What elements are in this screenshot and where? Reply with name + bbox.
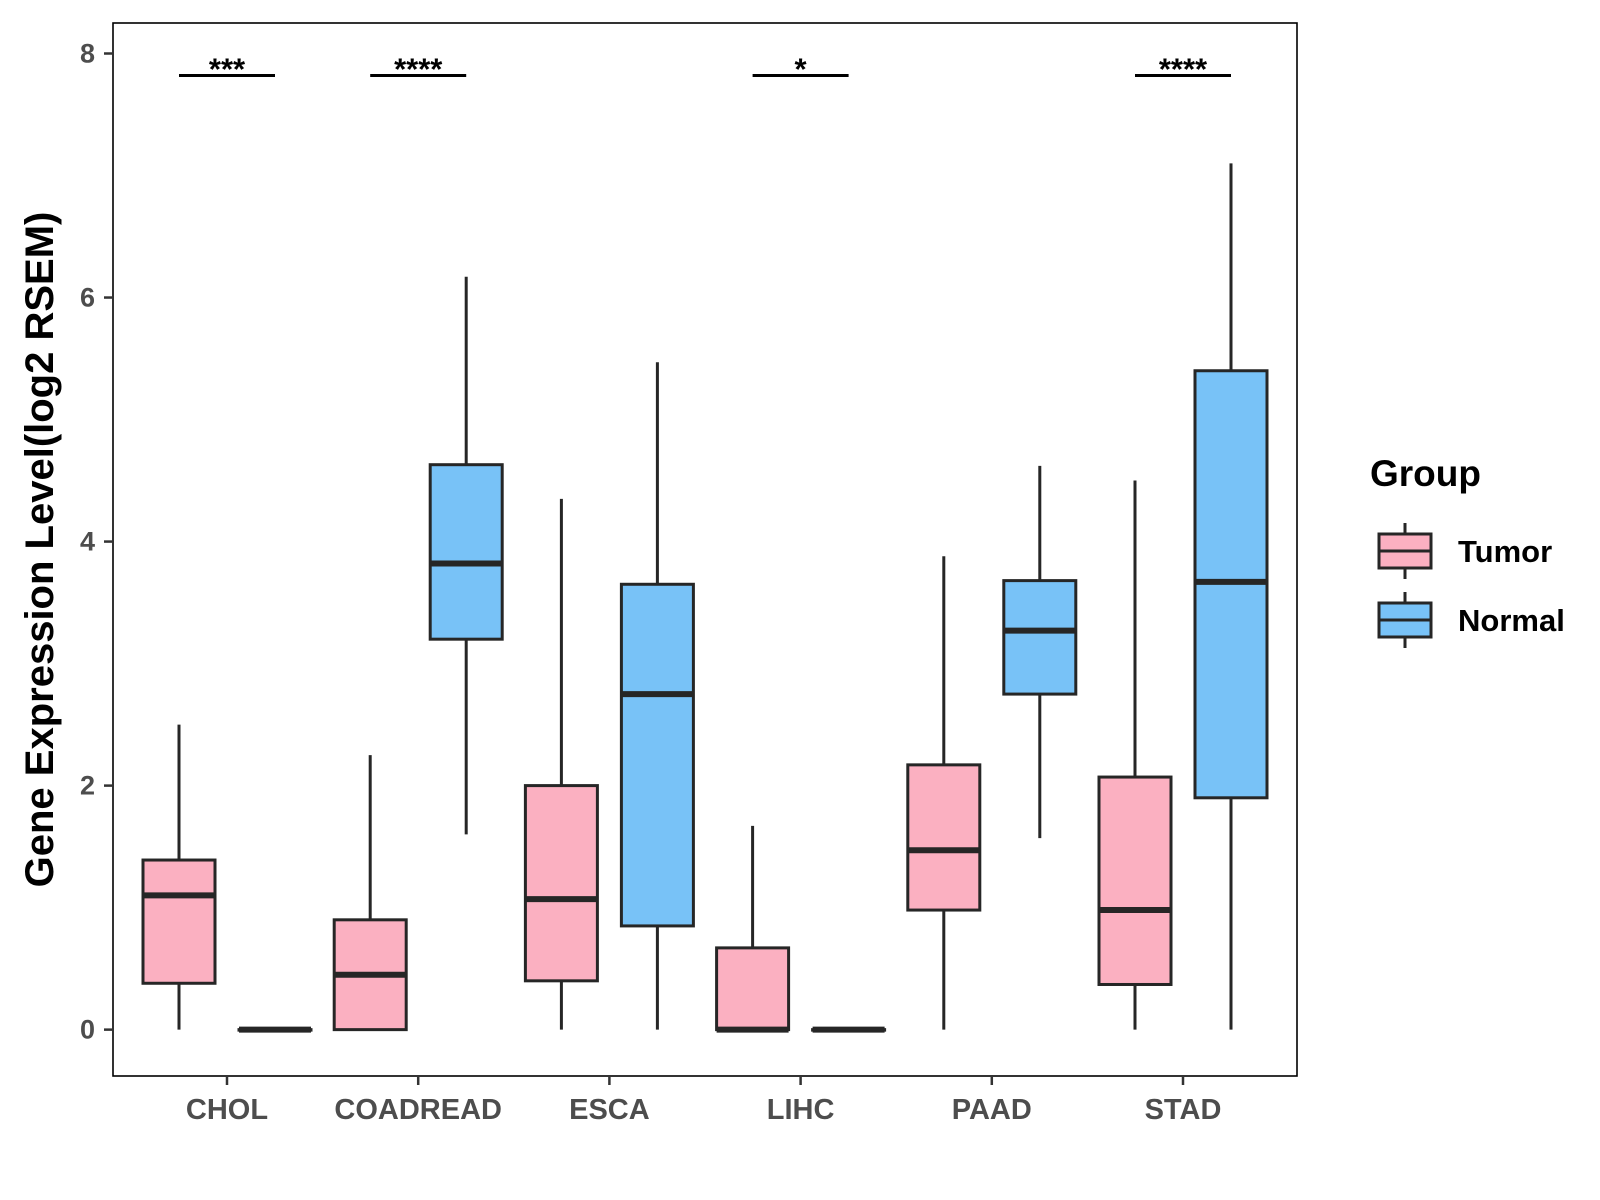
box-iqr (715, 946, 791, 1032)
significance-label: *** (209, 51, 246, 86)
legend-item-normal: Normal (1377, 592, 1565, 648)
box-normal-esca (619, 362, 695, 1030)
y-tick-label: 6 (80, 283, 95, 313)
significance-coadread: **** (370, 51, 467, 86)
y-tick-label: 0 (80, 1015, 95, 1045)
box-iqr (428, 463, 504, 641)
legend-item-tumor: Tumor (1377, 523, 1552, 579)
box-normal-stad (1193, 163, 1269, 1030)
significance-label: **** (394, 51, 443, 86)
x-tick-label-stad: STAD (1145, 1094, 1222, 1126)
box-normal-chol (237, 1026, 313, 1033)
box-iqr (1097, 775, 1173, 986)
significance-stad: **** (1135, 51, 1231, 86)
x-tick-label-coadread: COADREAD (334, 1094, 502, 1126)
box-normal-paad (1002, 465, 1078, 839)
significance-chol: *** (179, 51, 275, 86)
box-tumor-chol (141, 724, 217, 1030)
significance-lihc: * (752, 51, 849, 86)
y-tick-label: 2 (80, 771, 95, 801)
box-normal-coadread (428, 276, 504, 835)
legend-label: Tumor (1458, 534, 1552, 569)
y-tick-label: 4 (80, 527, 95, 557)
y-tick-label: 8 (80, 39, 95, 69)
plot-area: *** **** * **** (141, 51, 1269, 1033)
box-iqr (523, 784, 599, 983)
x-tick-label-lihc: LIHC (767, 1094, 835, 1126)
box-tumor-paad (906, 556, 982, 1030)
box-iqr (141, 858, 217, 985)
y-axis-title: Gene Expression Level(log2 RSEM) (18, 212, 62, 888)
legend-label: Normal (1458, 603, 1565, 638)
x-tick-label-paad: PAAD (952, 1094, 1032, 1126)
box-normal-lihc (811, 1026, 887, 1033)
box-iqr (1002, 579, 1078, 696)
x-tick-label-chol: CHOL (186, 1094, 268, 1126)
axes: 0 2 4 6 8 CHOL COADREAD ESCA LIHC PAAD STAD Gene Ex… (18, 22, 1298, 1126)
x-tick-label-esca: ESCA (569, 1094, 650, 1126)
box-tumor-lihc (715, 825, 791, 1033)
legend: Group Tumor Normal (1370, 453, 1565, 648)
box-tumor-stad (1097, 480, 1173, 1030)
box-tumor-coadread (332, 755, 408, 1032)
box-iqr (619, 582, 695, 928)
box-tumor-esca (523, 498, 599, 1030)
panel-border (112, 22, 1298, 1077)
significance-label: **** (1159, 51, 1208, 86)
significance-label: * (795, 51, 808, 86)
box-iqr (906, 763, 982, 912)
legend-title: Group (1370, 453, 1481, 494)
